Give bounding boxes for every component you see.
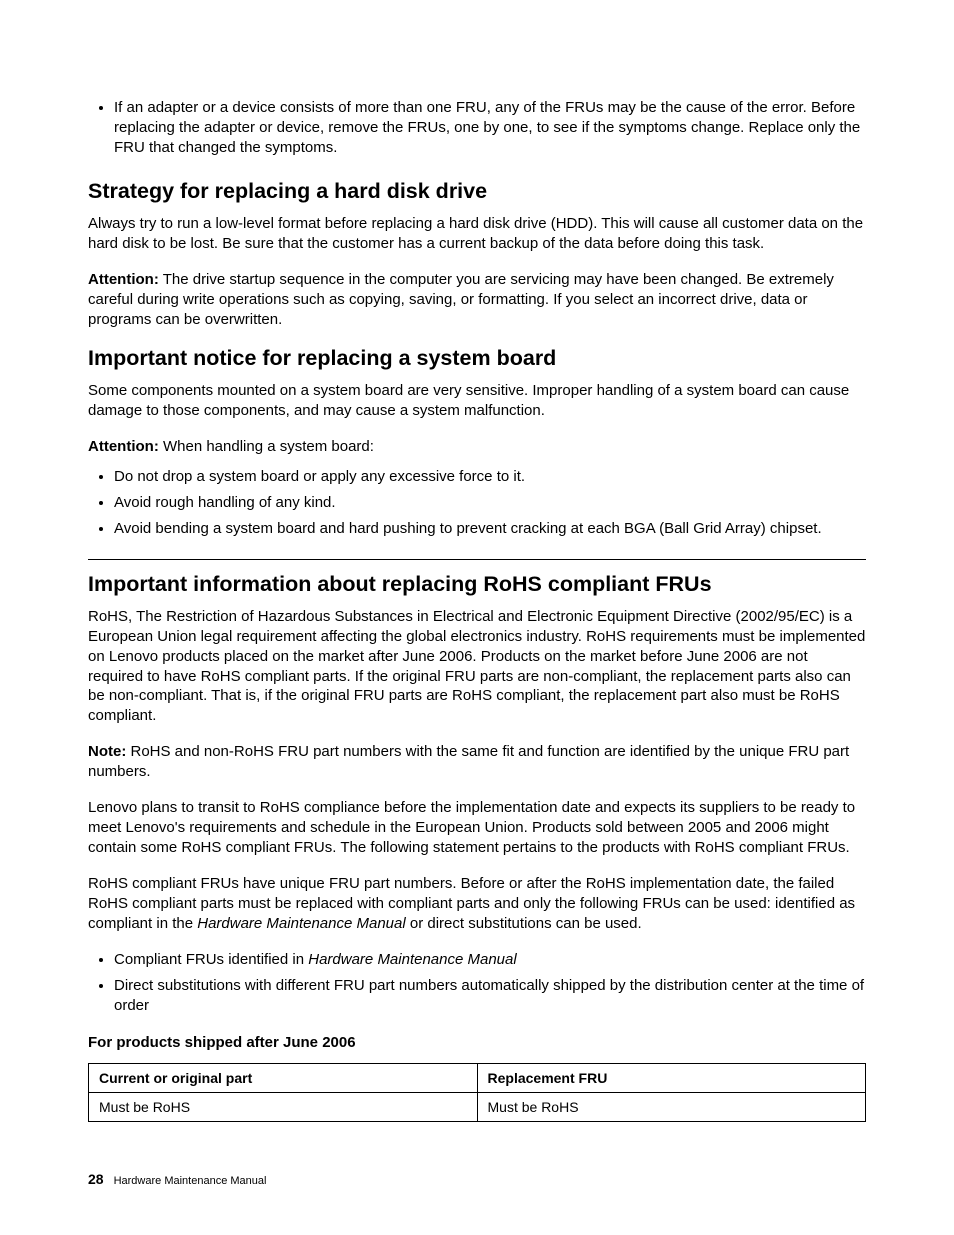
- intro-bullet-item: If an adapter or a device consists of mo…: [114, 98, 866, 157]
- table-header-row: Current or original part Replacement FRU: [89, 1063, 866, 1092]
- attention-text: When handling a system board:: [159, 438, 374, 455]
- list-item: Avoid bending a system board and hard pu…: [114, 519, 866, 539]
- rohs-para1: RoHS, The Restriction of Hazardous Subst…: [88, 607, 866, 727]
- rohs-note: Note: RoHS and non-RoHS FRU part numbers…: [88, 742, 866, 782]
- hdd-para1: Always try to run a low-level format bef…: [88, 214, 866, 254]
- intro-bullet-list: If an adapter or a device consists of mo…: [88, 98, 866, 157]
- sysboard-para1: Some components mounted on a system boar…: [88, 381, 866, 421]
- list-item: Avoid rough handling of any kind.: [114, 493, 866, 513]
- page-footer: 28 Hardware Maintenance Manual: [88, 1171, 266, 1187]
- attention-label: Attention:: [88, 271, 159, 288]
- table-header-cell: Replacement FRU: [477, 1063, 866, 1092]
- bullet1-pre: Compliant FRUs identified in: [114, 951, 308, 968]
- table-row: Must be RoHS Must be RoHS: [89, 1092, 866, 1121]
- heading-sysboard: Important notice for replacing a system …: [88, 346, 866, 371]
- table-cell: Must be RoHS: [89, 1092, 478, 1121]
- hdd-attention: Attention: The drive startup sequence in…: [88, 270, 866, 330]
- rohs-para3-post: or direct substitutions can be used.: [406, 915, 642, 932]
- rohs-bullets: Compliant FRUs identified in Hardware Ma…: [88, 950, 866, 1016]
- sysboard-bullets: Do not drop a system board or apply any …: [88, 467, 866, 539]
- attention-label: Attention:: [88, 438, 159, 455]
- sysboard-attention: Attention: When handling a system board:: [88, 437, 866, 457]
- rohs-para3-italic: Hardware Maintenance Manual: [197, 915, 405, 932]
- list-item: Direct substitutions with different FRU …: [114, 976, 866, 1016]
- attention-text: The drive startup sequence in the comput…: [88, 271, 834, 328]
- list-item: Do not drop a system board or apply any …: [114, 467, 866, 487]
- note-label: Note:: [88, 743, 126, 760]
- bullet1-italic: Hardware Maintenance Manual: [308, 951, 516, 968]
- page-content: If an adapter or a device consists of mo…: [0, 0, 954, 1235]
- doc-title: Hardware Maintenance Manual: [114, 1175, 267, 1187]
- rohs-para2: Lenovo plans to transit to RoHS complian…: [88, 798, 866, 858]
- table-cell: Must be RoHS: [477, 1092, 866, 1121]
- list-item: Compliant FRUs identified in Hardware Ma…: [114, 950, 866, 970]
- note-text: RoHS and non-RoHS FRU part numbers with …: [88, 743, 849, 780]
- table-header-cell: Current or original part: [89, 1063, 478, 1092]
- rohs-para3: RoHS compliant FRUs have unique FRU part…: [88, 874, 866, 934]
- page-number: 28: [88, 1171, 104, 1187]
- rohs-table-heading: For products shipped after June 2006: [88, 1034, 866, 1051]
- rohs-table: Current or original part Replacement FRU…: [88, 1063, 866, 1122]
- heading-rohs: Important information about replacing Ro…: [88, 559, 866, 597]
- heading-hdd: Strategy for replacing a hard disk drive: [88, 179, 866, 204]
